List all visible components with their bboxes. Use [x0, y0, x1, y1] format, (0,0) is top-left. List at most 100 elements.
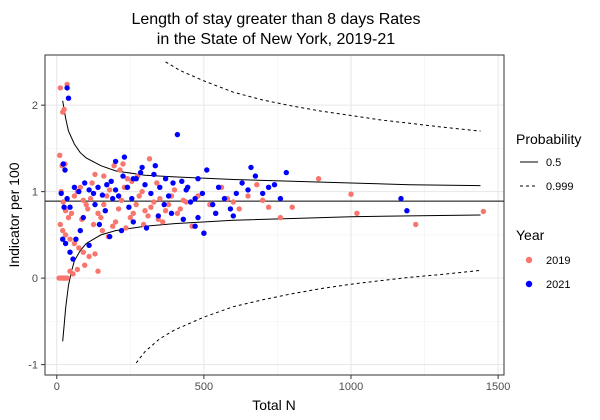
point-2021: [112, 158, 119, 165]
y-axis-label: Indicator per 100: [6, 162, 22, 267]
legend-probability: Probability 0.5 0.999: [516, 131, 581, 193]
point-2019: [57, 85, 63, 91]
point-2021: [157, 184, 163, 190]
point-2019: [70, 271, 76, 277]
point-2019: [87, 195, 94, 202]
point-2019: [254, 182, 260, 188]
point-2019: [139, 188, 145, 195]
point-2019: [123, 225, 129, 231]
point-2019: [74, 266, 81, 273]
point-2021: [195, 214, 201, 221]
point-2019: [82, 262, 88, 268]
legend-year-title: Year: [516, 227, 545, 243]
point-2021: [404, 208, 410, 214]
point-2021: [201, 230, 207, 236]
point-2019: [61, 106, 67, 113]
point-2021: [155, 213, 161, 219]
point-2021: [185, 184, 191, 190]
point-2021: [92, 201, 98, 208]
point-2019: [77, 184, 84, 190]
point-2019: [95, 210, 101, 216]
point-2021: [118, 227, 125, 234]
point-2019: [92, 171, 98, 178]
point-2021: [230, 213, 236, 219]
point-2019: [183, 199, 189, 205]
point-2021: [221, 195, 228, 202]
point-2021: [168, 210, 175, 216]
point-2019: [160, 219, 166, 225]
point-2021: [130, 176, 136, 182]
point-2021: [199, 190, 206, 197]
point-2019: [315, 176, 322, 182]
y-tick-label: 1: [32, 187, 38, 199]
point-2021: [121, 154, 128, 160]
point-2019: [104, 193, 110, 199]
point-2021: [233, 190, 239, 197]
point-2019: [64, 275, 70, 281]
legend-year-2021: 2021: [546, 279, 570, 291]
x-tick-label: 500: [195, 381, 213, 393]
point-2021: [104, 182, 110, 188]
point-2021: [112, 187, 119, 193]
point-2021: [204, 167, 210, 173]
point-2019: [136, 193, 142, 199]
point-2021: [60, 161, 66, 167]
point-2021: [265, 184, 272, 190]
x-tick-label: 0: [54, 381, 60, 393]
point-2021: [108, 178, 114, 184]
point-2019: [348, 191, 354, 197]
point-2021: [64, 85, 70, 91]
point-2019: [112, 219, 119, 225]
point-2021: [174, 131, 181, 138]
point-2021: [80, 214, 87, 221]
point-2019: [174, 210, 181, 216]
point-2021: [152, 163, 158, 169]
legend-probability-0.999: 0.999: [546, 181, 574, 193]
point-2019: [95, 268, 101, 274]
point-2019: [83, 201, 89, 208]
axis-ticks: 0 500 1000 1500 -1 0 1 2: [28, 54, 510, 393]
point-2019: [124, 176, 131, 182]
point-2019: [413, 221, 419, 228]
point-2019: [117, 167, 123, 173]
point-2021: [129, 195, 135, 202]
point-2019: [120, 161, 126, 167]
y-tick-label: 0: [32, 273, 38, 285]
point-2019: [85, 206, 91, 212]
chart-title-line-1: Length of stay greater than 8 days Rates: [131, 11, 420, 28]
point-2021: [151, 171, 157, 178]
point-2021: [77, 227, 84, 234]
point-2019: [154, 180, 160, 186]
point-2021: [67, 249, 73, 255]
legend-probability-0.5: 0.5: [546, 157, 561, 169]
point-2021: [65, 95, 72, 101]
point-2019: [162, 208, 169, 214]
point-2021: [126, 204, 132, 210]
point-2019: [146, 156, 153, 162]
legend-2021-key: [525, 280, 533, 288]
legend-year-2019: 2019: [546, 255, 570, 267]
grid: [45, 55, 504, 375]
point-2019: [80, 249, 87, 255]
point-2021: [110, 195, 116, 202]
point-2019: [165, 201, 172, 208]
point-2021: [76, 188, 82, 195]
legend-probability-title: Probability: [516, 131, 581, 147]
point-2021: [115, 193, 122, 199]
point-2021: [95, 184, 101, 190]
point-2019: [90, 221, 97, 228]
point-2021: [130, 219, 136, 225]
point-2019: [480, 208, 487, 215]
point-2021: [67, 204, 73, 210]
point-2021: [82, 180, 88, 186]
point-2019: [101, 173, 107, 179]
point-2019: [57, 152, 63, 158]
point-2021: [213, 210, 219, 216]
point-2019: [68, 210, 75, 216]
chart-title-line-2: in the State of New York, 2019-21: [157, 31, 395, 48]
funnel-limit-0.5-upper: [62, 100, 481, 187]
point-2021: [99, 192, 106, 198]
point-2021: [398, 195, 404, 202]
point-2021: [107, 233, 113, 240]
